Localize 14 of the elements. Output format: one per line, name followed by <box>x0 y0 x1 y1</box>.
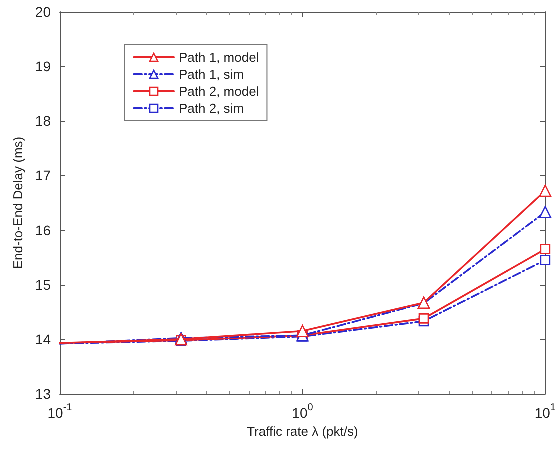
y-tick-label: 19 <box>35 58 52 75</box>
y-tick-label: 13 <box>35 386 52 402</box>
legend-label: Path 1, sim <box>179 67 244 82</box>
legend-label: Path 2, sim <box>179 101 244 116</box>
y-tick-label: 16 <box>35 222 52 238</box>
y-tick-label: 20 <box>35 4 52 20</box>
legend-label: Path 2, model <box>179 84 260 99</box>
y-axis-title: End-to-End Delay (ms) <box>10 136 26 270</box>
y-tick-label: 17 <box>35 168 52 184</box>
legend-label: Path 1, model <box>179 50 260 65</box>
y-tick-label: 18 <box>35 113 52 130</box>
x-axis-title: Traffic rate λ (pkt/s) <box>247 424 358 439</box>
y-tick-label: 15 <box>35 276 52 293</box>
y-tick-label: 14 <box>35 331 52 348</box>
